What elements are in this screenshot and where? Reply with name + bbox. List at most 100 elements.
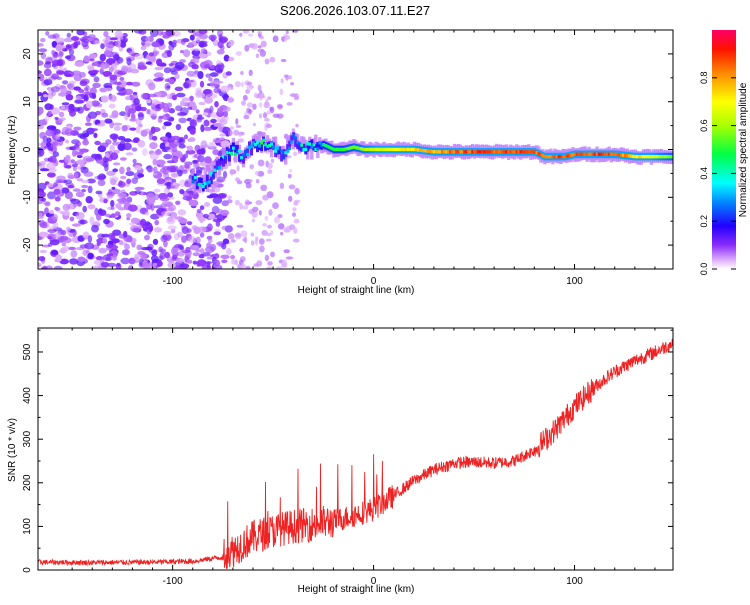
noise-blob [49,239,60,246]
ridge-core [312,143,316,147]
ridge-core [561,155,565,159]
noise-blob [258,238,265,245]
noise-blob [58,51,64,57]
noise-blob [252,103,257,110]
noise-blob [83,95,88,101]
ridge-core [501,150,505,154]
noise-blob [162,200,168,205]
noise-blob [47,34,57,39]
noise-blob [213,139,223,143]
noise-blob [192,159,199,163]
noise-blob [136,244,143,251]
noise-blob [240,263,246,269]
ridge-core [286,149,290,153]
noise-blob [45,61,52,65]
ridge-core [439,150,442,154]
noise-blob [220,254,230,259]
noise-blob [239,202,243,210]
noise-blob [199,80,205,88]
ridge-core [288,146,292,151]
ridge-core [248,145,251,150]
ridge-core [360,147,364,151]
noise-blob [251,43,258,50]
noise-blob [82,31,88,37]
noise-blob [252,206,259,213]
noise-blob [198,226,207,233]
noise-blob [189,119,197,128]
noise-blob [132,227,141,233]
noise-blob [196,149,205,155]
noise-blob [231,259,236,265]
noise-blob [68,80,77,85]
ridge-mid [276,147,280,155]
noise-blob [106,253,114,257]
noise-blob [47,172,56,178]
noise-blob [243,115,250,120]
noise-blob [91,153,98,159]
ridge-mid [264,143,268,151]
noise-blob [289,169,293,173]
noise-blob [214,68,224,73]
noise-blob [248,179,253,183]
noise-blob [70,159,75,164]
ridge-core [220,157,223,161]
noise-blob [46,141,52,148]
colorbar-tick-label: 0.0 [699,263,709,276]
noise-blob [85,196,93,204]
ridge-core [304,147,308,151]
noise-blob [161,210,171,217]
noise-blob [166,165,176,173]
ridge-core [559,155,563,159]
noise-blob [126,213,132,218]
noise-blob [131,147,138,152]
ridge-halo [247,144,252,158]
noise-blob [152,238,159,245]
noise-blob [72,223,81,227]
noise-blob [97,179,106,186]
noise-blob [294,199,301,203]
ridge-halo [253,133,258,148]
ridge-core [300,143,304,147]
noise-blob [187,236,197,243]
noise-blob [257,30,263,35]
noise-blob [178,117,187,124]
noise-blob [270,158,275,163]
ridge-mid [242,156,245,164]
noise-blob [71,36,79,41]
noise-blob [79,80,88,87]
ridge-core [278,150,281,154]
noise-blob [55,207,61,212]
noise-blob [275,266,282,269]
noise-blob [126,57,132,66]
ridge-core [437,150,440,154]
noise-blob [251,218,256,223]
noise-blob [221,259,228,264]
ridge-core [215,166,219,170]
noise-blob [103,218,110,225]
noise-blob [38,199,43,205]
ridge-mid [316,142,320,150]
noise-blob [92,82,101,89]
ridge-core [420,148,424,153]
noise-blob [153,193,160,201]
ridge-mid [260,143,264,152]
noise-blob [206,235,213,240]
noise-blob [227,56,235,62]
noise-blob [150,103,156,111]
ridge-core [455,150,458,154]
noise-blob [45,31,50,36]
ridge-core [664,155,667,159]
noise-blob [246,84,253,91]
noise-blob [203,144,209,148]
ridge-core [613,152,617,156]
noise-blob [154,149,163,155]
noise-blob [120,175,127,180]
noise-blob [148,82,156,91]
noise-blob [117,136,126,141]
ridge-mid [282,149,286,157]
noise-blob [69,258,79,265]
noise-blob [112,168,119,173]
noise-blob [74,99,84,104]
noise-blob [227,86,234,91]
noise-blob [198,42,208,48]
